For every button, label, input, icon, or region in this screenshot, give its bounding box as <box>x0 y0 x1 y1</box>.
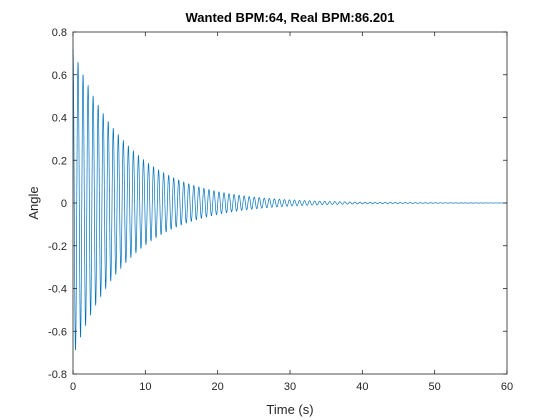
x-tick-label: 0 <box>70 381 76 393</box>
chart-title: Wanted BPM:64, Real BPM:86.201 <box>185 10 394 25</box>
y-axis-ticks: -0.8 -0.6 -0.4 -0.2 0 0.2 0.4 0.6 0.8 <box>48 27 507 381</box>
angle-series-line <box>72 49 507 351</box>
x-tick-label: 50 <box>429 381 441 393</box>
x-tick-label: 20 <box>212 381 224 393</box>
x-axis-ticks: 0 10 20 30 40 50 60 <box>70 32 513 393</box>
x-tick-label: 30 <box>284 381 296 393</box>
y-tick-label: 0 <box>61 198 67 210</box>
y-tick-label: -0.6 <box>48 326 67 338</box>
y-tick-label: -0.8 <box>48 369 67 381</box>
series-layer <box>72 49 507 351</box>
y-tick-label: 0.4 <box>52 113 67 125</box>
y-tick-label: 0.8 <box>52 27 67 39</box>
y-axis-label: Angle <box>26 186 41 219</box>
y-tick-label: 0.6 <box>52 70 67 82</box>
x-axis-label: Time (s) <box>266 402 313 417</box>
x-tick-label: 60 <box>501 381 513 393</box>
y-tick-label: 0.2 <box>52 155 67 167</box>
y-tick-label: -0.4 <box>48 284 67 296</box>
x-tick-label: 40 <box>356 381 368 393</box>
x-tick-label: 10 <box>139 381 151 393</box>
y-tick-label: -0.2 <box>48 241 67 253</box>
